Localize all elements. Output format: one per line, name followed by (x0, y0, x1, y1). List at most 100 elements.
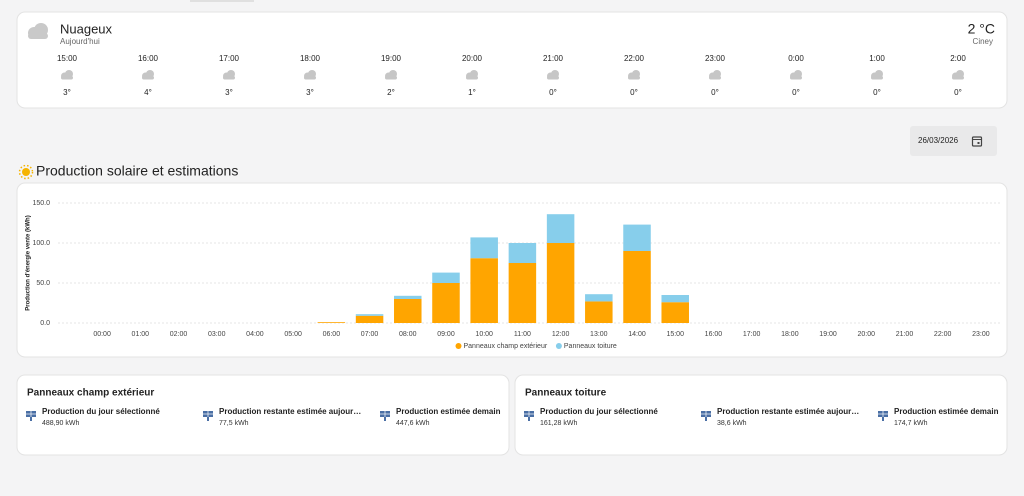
x-tick-label: 23:00 (972, 331, 990, 338)
item-label: Production du jour sélectionné (42, 407, 160, 416)
item-label: Production restante estimée aujour… (717, 407, 859, 416)
weather-condition: Nuageux (60, 21, 113, 36)
x-tick-label: 18:00 (781, 331, 799, 338)
hour-time: 18:00 (300, 54, 321, 63)
cloud-part (61, 76, 73, 80)
hour-temp: 0° (954, 88, 962, 97)
bar-segment (355, 315, 384, 323)
weather-temperature: 2 °C (968, 21, 995, 37)
solar-icon (203, 411, 213, 421)
date-value: 26/03/2026 (918, 136, 959, 145)
hour-time: 20:00 (462, 54, 483, 63)
bar-segment (508, 243, 537, 263)
chart: 0.0 50.0 100.0 150.0 00:00 01:00 02:00 03:00 04:… (32, 200, 1000, 350)
bar-segment (508, 263, 537, 323)
x-tick-label: 21:00 (896, 331, 914, 338)
x-tick-label: 15:00 (666, 331, 684, 338)
icon-part (882, 417, 884, 421)
bar-segment (432, 272, 460, 283)
item-value: 488,90 kWh (42, 420, 79, 427)
item-value: 77,5 kWh (219, 420, 249, 427)
hour-time: 2:00 (950, 54, 966, 63)
x-tick-label: 13:00 (590, 331, 608, 338)
item-label: Production estimée demain (396, 407, 501, 416)
cloud-part (871, 76, 883, 80)
hour-temp: 0° (630, 88, 638, 97)
legend-swatch (555, 343, 562, 349)
calendar-icon[interactable] (971, 136, 983, 147)
bar-segment (623, 251, 651, 323)
hour-icon (709, 70, 721, 80)
x-tick-label: 17:00 (743, 331, 761, 338)
bar-segment (661, 295, 689, 303)
section-title: Production solaire et estimations (36, 163, 238, 179)
y-tick-label: 0.0 (40, 320, 50, 327)
hour-temp: 3° (63, 88, 71, 97)
bar-segment (317, 322, 346, 323)
solar-icon (26, 411, 36, 421)
x-tick-label: 14:00 (628, 331, 646, 338)
y-tick-label: 100.0 (32, 240, 50, 247)
y-tick-label: 50.0 (36, 280, 50, 287)
x-tick-label: 03:00 (208, 331, 226, 338)
x-tick-label: 00:00 (93, 331, 111, 338)
hour-time: 21:00 (543, 54, 564, 63)
item-value: 161,28 kWh (540, 420, 577, 427)
hour-time: 0:00 (788, 54, 804, 63)
x-tick-label: 22:00 (934, 331, 952, 338)
sun-icon (18, 164, 34, 180)
hour-icon (547, 70, 559, 80)
panel-card (16, 374, 510, 456)
item-label: Production du jour sélectionné (540, 407, 658, 416)
panel-title: Panneaux toiture (525, 388, 607, 399)
x-tick-label: 20:00 (858, 331, 876, 338)
solar-icon (524, 411, 534, 421)
solar-icon (878, 411, 888, 421)
bar-segment (432, 283, 460, 323)
bar-segment (585, 294, 613, 302)
panel-title: Panneaux champ extérieur (27, 388, 154, 399)
weather-icon (28, 23, 48, 39)
x-tick-label: 12:00 (552, 331, 570, 338)
x-tick-label: 07:00 (361, 331, 379, 338)
cloud-part (466, 76, 478, 80)
bar-segment (661, 302, 689, 323)
icon-part (705, 417, 707, 421)
hour-temp: 0° (873, 88, 881, 97)
hour-icon (304, 70, 316, 80)
cloud-part (709, 76, 721, 80)
y-tick-label: 150.0 (32, 200, 50, 207)
cloud-part (304, 76, 316, 80)
solar-icon (380, 411, 390, 421)
hour-icon (628, 70, 640, 80)
hour-icon (466, 70, 478, 80)
bar-segment (623, 224, 651, 251)
weather-card (16, 11, 1008, 109)
item-value: 447,6 kWh (396, 420, 430, 427)
hour-icon (871, 70, 883, 80)
hour-temp: 4° (144, 88, 152, 97)
cloud-part (223, 76, 235, 80)
tab-indicator (190, 0, 254, 2)
hourly-forecast: 15:00 3° 16:00 4° 17:00 3° 18:00 3° 19:00 2° 20:00… (57, 54, 966, 97)
x-tick-label: 10:00 (475, 331, 493, 338)
hour-icon (952, 70, 964, 80)
legend-label: Panneaux toiture (564, 343, 617, 350)
weather-day: Aujourd'hui (60, 37, 100, 46)
cloud-part (628, 76, 640, 80)
item-value: 174,7 kWh (894, 420, 928, 427)
cloud-part (790, 76, 802, 80)
date-field[interactable] (910, 126, 997, 156)
hour-time: 23:00 (705, 54, 726, 63)
hour-temp: 0° (549, 88, 557, 97)
hour-temp: 3° (225, 88, 233, 97)
cloud-part (385, 76, 397, 80)
x-tick-label: 01:00 (132, 331, 150, 338)
weather-location: Ciney (973, 37, 993, 46)
hour-time: 1:00 (869, 54, 885, 63)
item-value: 38,6 kWh (717, 420, 747, 427)
panel-card (514, 374, 1008, 456)
icon-part (207, 417, 209, 421)
hour-icon (223, 70, 235, 80)
